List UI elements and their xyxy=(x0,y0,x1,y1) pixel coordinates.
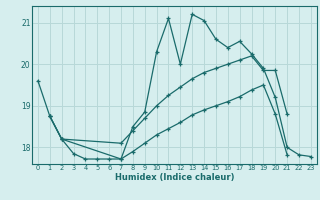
X-axis label: Humidex (Indice chaleur): Humidex (Indice chaleur) xyxy=(115,173,234,182)
